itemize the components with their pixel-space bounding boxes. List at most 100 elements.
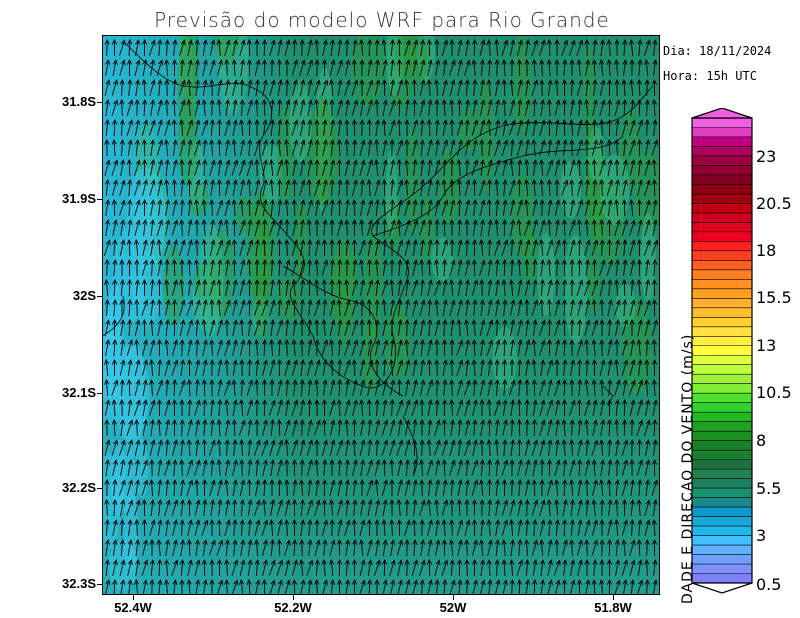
wind-arrow bbox=[254, 219, 261, 236]
wind-arrow bbox=[644, 419, 651, 436]
wind-arrow bbox=[276, 58, 283, 77]
wind-arrow bbox=[584, 199, 591, 216]
wind-arrow bbox=[389, 238, 395, 257]
wind-arrow bbox=[396, 218, 402, 237]
wind-arrow bbox=[629, 479, 636, 496]
wind-arrow bbox=[307, 579, 313, 594]
wind-arrow bbox=[576, 158, 582, 177]
wind-arrow bbox=[254, 139, 261, 156]
wind-arrow bbox=[261, 439, 269, 456]
wind-arrow bbox=[254, 239, 261, 256]
wind-arrow bbox=[396, 239, 404, 256]
wind-arrow bbox=[629, 318, 635, 336]
wind-arrow bbox=[576, 58, 582, 77]
wind-arrow bbox=[411, 339, 418, 356]
wind-arrow bbox=[554, 538, 560, 557]
wind-arrow bbox=[457, 198, 463, 217]
wind-arrow bbox=[561, 198, 567, 217]
wind-arrow bbox=[502, 298, 508, 317]
wind-arrow bbox=[194, 318, 200, 337]
wind-arrow bbox=[202, 539, 208, 556]
wind-speed-patch bbox=[289, 80, 312, 162]
wind-arrow bbox=[134, 578, 140, 594]
wind-arrow bbox=[643, 299, 651, 316]
wind-arrow bbox=[126, 499, 134, 516]
wind-arrow bbox=[569, 118, 575, 137]
wind-arrow bbox=[584, 158, 590, 176]
wind-arrow bbox=[404, 239, 411, 256]
wind-arrow bbox=[629, 259, 636, 276]
wind-arrow bbox=[404, 538, 410, 557]
colorbar-segment bbox=[692, 431, 752, 441]
colorbar-segment bbox=[692, 488, 752, 498]
wind-arrow bbox=[434, 559, 441, 576]
wind-arrow bbox=[427, 158, 433, 177]
wind-arrow bbox=[269, 79, 276, 96]
wind-arrow bbox=[171, 178, 177, 197]
wind-arrow bbox=[389, 398, 395, 417]
wind-arrow bbox=[606, 238, 613, 256]
colorbar-segment bbox=[692, 222, 752, 233]
wind-arrow bbox=[179, 198, 185, 217]
wind-arrow bbox=[157, 558, 163, 577]
wind-arrow bbox=[285, 399, 291, 416]
wind-arrow bbox=[539, 139, 546, 156]
wind-arrow bbox=[435, 59, 441, 76]
wind-arrow bbox=[127, 78, 133, 97]
wind-arrow bbox=[546, 178, 552, 197]
wind-arrow bbox=[165, 199, 171, 216]
x-tick-mark bbox=[133, 595, 134, 600]
colorbar-label: 13 bbox=[756, 336, 777, 355]
wind-arrow bbox=[449, 199, 456, 216]
wind-arrow bbox=[449, 238, 455, 257]
wind-arrow bbox=[209, 558, 215, 577]
wind-arrow bbox=[202, 79, 208, 96]
wind-arrow bbox=[336, 238, 343, 256]
wind-arrow bbox=[516, 578, 523, 594]
colorbar-segment bbox=[692, 326, 752, 337]
wind-arrow bbox=[307, 99, 313, 116]
wind-arrow bbox=[427, 399, 433, 416]
wind-arrow bbox=[262, 559, 268, 576]
wind-arrow bbox=[390, 539, 396, 556]
wind-arrow bbox=[442, 378, 448, 397]
wind-arrow bbox=[345, 539, 351, 556]
wind-speed-patch bbox=[408, 36, 430, 83]
wind-arrow bbox=[471, 498, 478, 516]
wind-arrow bbox=[456, 318, 462, 337]
wind-arrow bbox=[381, 279, 389, 296]
wind-arrow bbox=[501, 358, 508, 377]
wind-arrow bbox=[622, 379, 628, 396]
wind-arrow bbox=[329, 138, 335, 157]
wind-arrow bbox=[307, 79, 313, 96]
wind-arrow bbox=[344, 38, 350, 57]
wind-arrow bbox=[344, 159, 351, 176]
wind-arrow bbox=[441, 178, 447, 197]
wind-arrow bbox=[396, 498, 402, 517]
colorbar-segment bbox=[692, 393, 752, 403]
wind-arrow bbox=[636, 419, 644, 436]
wind-arrow bbox=[344, 319, 351, 336]
wind-arrow bbox=[337, 378, 343, 397]
wind-arrow bbox=[644, 179, 651, 196]
wind-arrow bbox=[269, 359, 276, 376]
colorbar-segment bbox=[692, 450, 752, 460]
wind-arrow bbox=[306, 178, 312, 197]
wind-arrow bbox=[396, 79, 404, 96]
wind-arrow bbox=[135, 39, 141, 56]
wind-arrow bbox=[253, 439, 261, 456]
wind-arrow bbox=[449, 158, 455, 177]
wind-arrow bbox=[216, 458, 222, 477]
wind-arrow bbox=[531, 478, 537, 497]
colorbar-segment bbox=[692, 507, 752, 517]
wind-arrow bbox=[621, 459, 628, 476]
wind-arrow bbox=[546, 399, 554, 416]
wind-arrow bbox=[584, 418, 590, 437]
wind-arrow bbox=[652, 258, 658, 277]
wind-arrow bbox=[531, 539, 538, 556]
wind-arrow bbox=[344, 218, 350, 237]
wind-arrow bbox=[495, 299, 501, 316]
wind-arrow bbox=[442, 158, 448, 177]
wind-arrow bbox=[426, 118, 432, 137]
wind-arrow bbox=[172, 78, 178, 97]
